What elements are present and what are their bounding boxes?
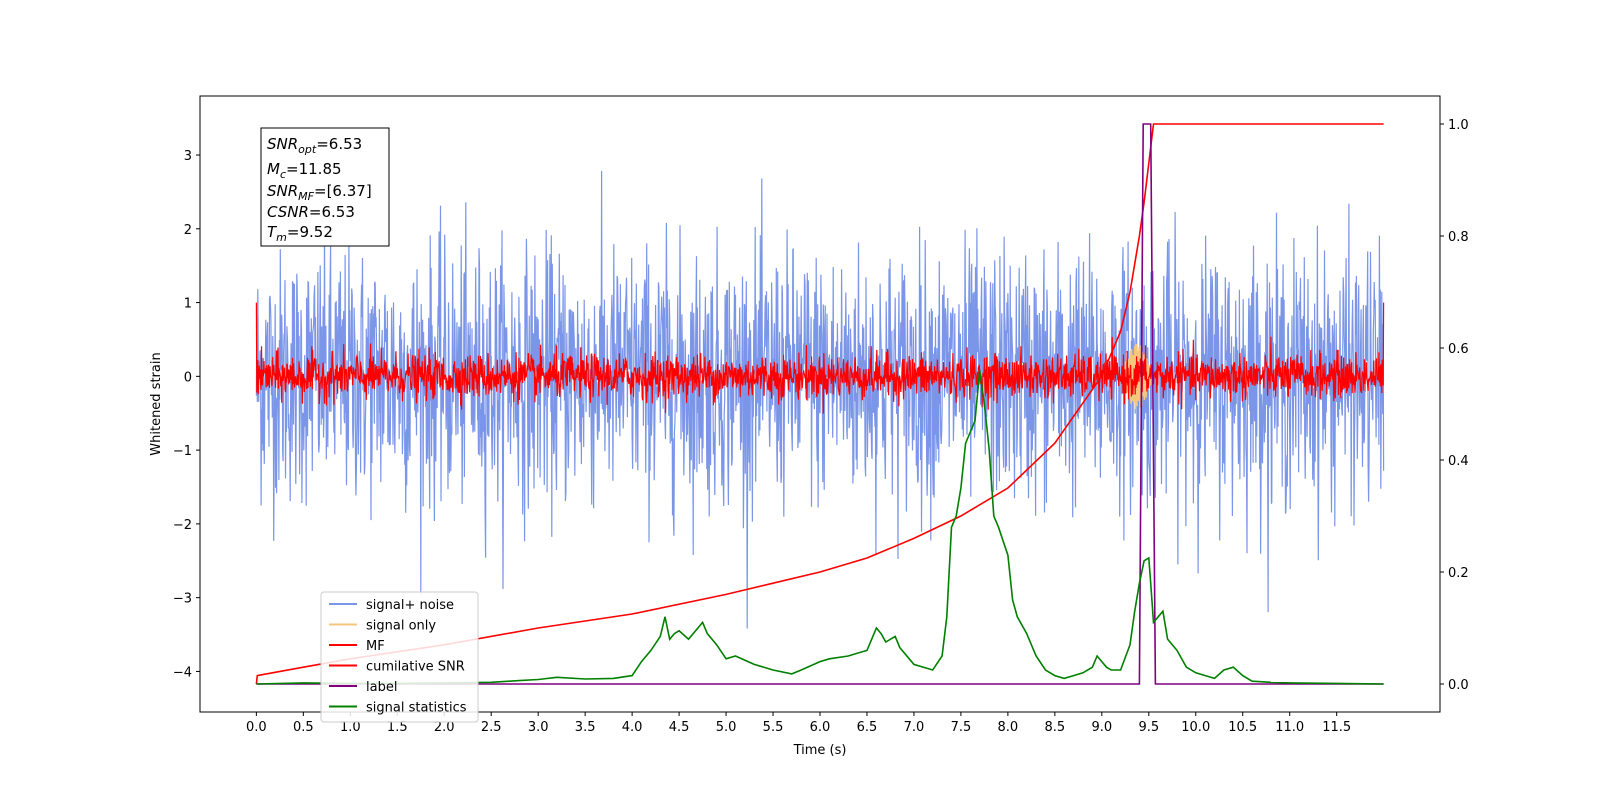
series-mf-line <box>255 302 1385 414</box>
info-tm: Tm=9.52 <box>267 223 333 244</box>
y-tick-label: −2 <box>173 518 192 533</box>
x-tick-label: 1.5 <box>387 720 408 735</box>
x-tick-label: 3.5 <box>575 720 596 735</box>
y2-tick-label: 1.0 <box>1448 118 1469 133</box>
legend-label: label <box>366 680 397 695</box>
info-mc: Mc=11.85 <box>267 160 342 181</box>
x-tick-label: 7.0 <box>904 720 925 735</box>
x-tick-label: 10.0 <box>1181 720 1210 735</box>
legend-label: signal+ noise <box>366 598 454 613</box>
legend-label: signal only <box>366 619 436 634</box>
y-axis-label: Whitened strain <box>149 352 164 455</box>
x-tick-label: 2.0 <box>434 720 455 735</box>
info-snr-mf: SNRMF=[6.37] <box>267 182 372 203</box>
y2-tick-label: 0.4 <box>1448 454 1469 469</box>
legend-label: signal statistics <box>366 701 467 716</box>
y2-tick-label: 0.0 <box>1448 678 1469 693</box>
x-tick-label: 4.5 <box>669 720 690 735</box>
series-signal-statistics-line <box>256 370 1384 685</box>
x-tick-label: 9.0 <box>1091 720 1112 735</box>
x-tick-label: 8.0 <box>998 720 1019 735</box>
x-axis-label: Time (s) <box>793 743 847 758</box>
y-tick-label: 3 <box>184 149 192 164</box>
x-tick-label: 11.5 <box>1322 720 1351 735</box>
y-axis-ticks: 3 2 1 0 −1 −2 −3 −4 <box>173 149 200 680</box>
x-tick-label: 2.5 <box>481 720 502 735</box>
x-tick-label: 11.0 <box>1275 720 1304 735</box>
legend-label: cumilative SNR <box>366 660 465 675</box>
y-tick-label: −4 <box>173 665 192 680</box>
y-tick-label: 2 <box>184 223 192 238</box>
x-tick-label: 10.5 <box>1228 720 1257 735</box>
info-box: SNRopt=6.53 Mc=11.85 SNRMF=[6.37] CSNR=6… <box>260 127 390 247</box>
x-axis-ticks: 0.0 0.5 1.0 1.5 2.0 2.5 3.0 3.5 4.0 4.5 5.0 5.5 6.0 6… <box>246 712 1351 735</box>
y-tick-label: −1 <box>173 444 192 459</box>
info-csnr: CSNR=6.53 <box>267 203 355 221</box>
x-tick-label: 6.5 <box>857 720 878 735</box>
x-tick-label: 5.0 <box>716 720 737 735</box>
series-label-line <box>256 123 1384 685</box>
x-tick-label: 5.5 <box>763 720 784 735</box>
y-tick-label: 1 <box>184 297 192 312</box>
x-tick-label: 4.0 <box>622 720 643 735</box>
x-tick-label: 0.5 <box>293 720 314 735</box>
legend: signal+ noise signal only MF cumilative SNR… <box>320 591 479 723</box>
legend-label: MF <box>366 639 385 654</box>
x-tick-label: 7.5 <box>951 720 972 735</box>
x-tick-label: 9.5 <box>1138 720 1159 735</box>
x-tick-label: 0.0 <box>246 720 267 735</box>
x-tick-label: 1.0 <box>340 720 361 735</box>
y2-tick-label: 0.6 <box>1448 342 1469 357</box>
y2-tick-label: 0.2 <box>1448 566 1469 581</box>
y-tick-label: −3 <box>173 592 192 607</box>
y2-tick-label: 0.8 <box>1448 230 1469 245</box>
x-tick-label: 8.5 <box>1045 720 1066 735</box>
y2-axis-ticks: 1.0 0.8 0.6 0.4 0.2 0.0 <box>1440 118 1469 693</box>
y-tick-label: 0 <box>184 370 192 385</box>
x-tick-label: 6.0 <box>810 720 831 735</box>
info-snr-opt: SNRopt=6.53 <box>267 135 362 156</box>
series-signal-noise-line <box>255 170 1385 629</box>
x-tick-label: 3.0 <box>528 720 549 735</box>
